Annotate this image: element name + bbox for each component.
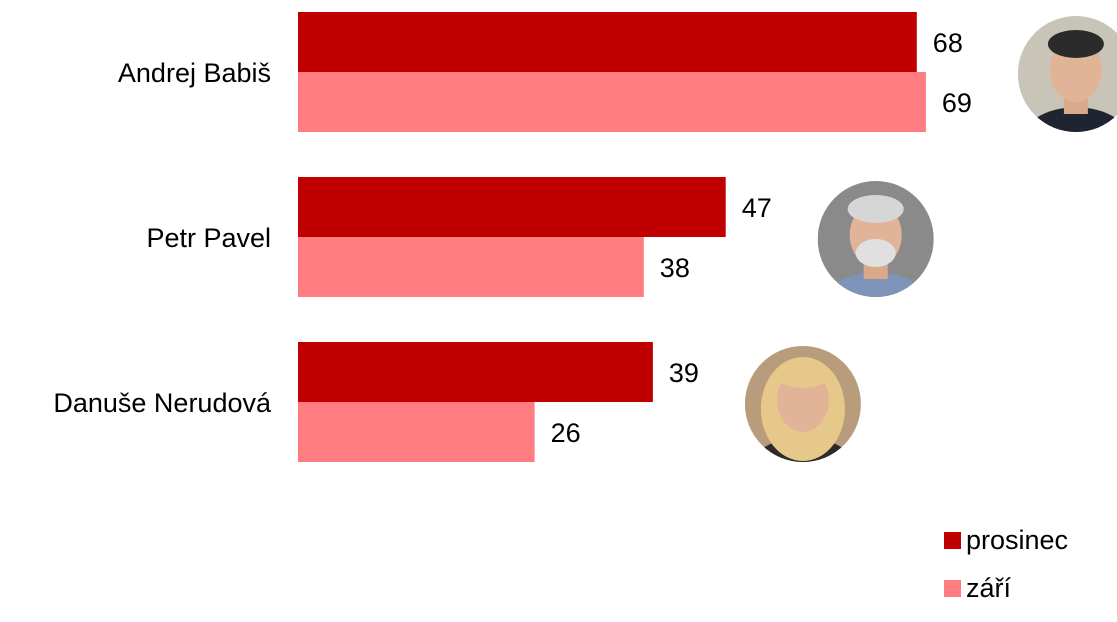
bar-danuse-nerudova-zari (298, 402, 535, 462)
bar-andrej-babis-zari (298, 72, 926, 132)
category-labels: Andrej Babiš Petr Pavel Danuše Nerudová (53, 58, 272, 418)
bar-petr-pavel-zari (298, 237, 644, 297)
value-label-petr-pavel-zari: 38 (660, 253, 690, 283)
legend-label-zari: září (966, 573, 1012, 603)
bar-andrej-babis-prosinec (298, 12, 917, 72)
category-label-danuse-nerudova: Danuše Nerudová (53, 388, 272, 418)
legend-label-prosinec: prosinec (966, 525, 1069, 555)
value-labels: 68 69 47 38 39 26 (551, 28, 972, 448)
legend: prosinec září (944, 526, 1068, 622)
bars (298, 12, 926, 462)
category-label-petr-pavel: Petr Pavel (146, 223, 271, 253)
bar-petr-pavel-prosinec (298, 177, 726, 237)
legend-item-zari: září (944, 574, 1068, 602)
value-label-danuse-nerudova-prosinec: 39 (669, 358, 699, 388)
value-label-andrej-babis-prosinec: 68 (933, 28, 963, 58)
candidate-photos (744, 16, 1117, 462)
value-label-andrej-babis-zari: 69 (942, 88, 972, 118)
portrait-danuse-nerudova (744, 346, 861, 462)
legend-swatch-prosinec (944, 531, 961, 549)
legend-item-prosinec: prosinec (944, 526, 1068, 554)
category-label-andrej-babis: Andrej Babiš (118, 58, 271, 88)
bar-danuse-nerudova-prosinec (298, 342, 653, 402)
value-label-petr-pavel-prosinec: 47 (742, 193, 772, 223)
portrait-petr-pavel (817, 181, 934, 297)
bar-chart: Andrej Babiš Petr Pavel Danuše Nerudová 68… (53, 12, 1117, 462)
value-label-danuse-nerudova-zari: 26 (551, 418, 581, 448)
legend-swatch-zari (944, 579, 961, 597)
portrait-andrej-babis (1017, 16, 1117, 132)
